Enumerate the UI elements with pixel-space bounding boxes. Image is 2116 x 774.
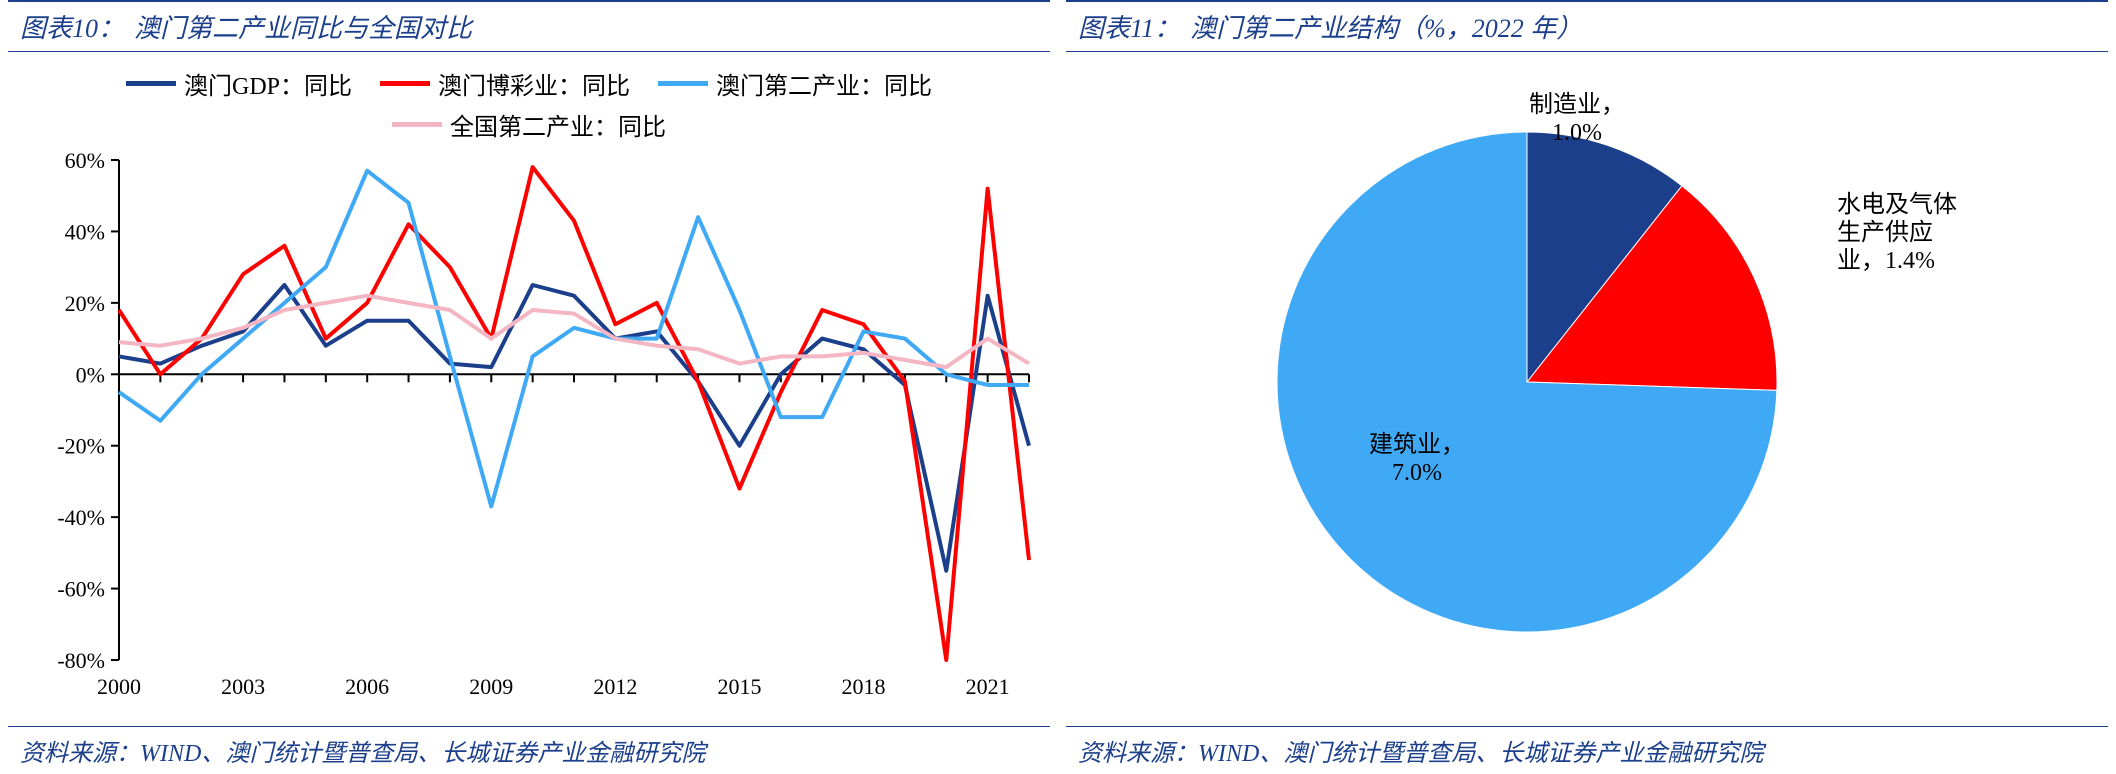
legend-label: 澳门GDP：同比 xyxy=(184,66,352,101)
right-title-text: 澳门第二产业结构（%，2022 年） xyxy=(1190,8,1582,45)
svg-text:-80%: -80% xyxy=(57,648,105,673)
legend-item: 澳门博彩业：同比 xyxy=(380,66,630,101)
line-chart-area: 澳门GDP：同比澳门博彩业：同比澳门第二产业：同比全国第二产业：同比 -80%-… xyxy=(8,52,1050,726)
left-source: 资料来源：WIND、澳门统计暨普查局、长城证券产业金融研究院 xyxy=(8,726,1050,774)
line-legend: 澳门GDP：同比 澳门博彩业：同比 澳门第二产业：同比全国第二产业：同比 xyxy=(8,52,1050,150)
legend-swatch xyxy=(126,81,176,86)
svg-text:2009: 2009 xyxy=(469,674,513,699)
legend-label: 全国第二产业：同比 xyxy=(450,107,666,142)
svg-text:2012: 2012 xyxy=(593,674,637,699)
right-source: 资料来源：WIND、澳门统计暨普查局、长城证券产业金融研究院 xyxy=(1066,726,2108,774)
svg-text:2006: 2006 xyxy=(345,674,389,699)
line-chart-svg: -80% -60% -40% -20% 0% 20% 40% 60% 2000 2003 2006 2… xyxy=(8,150,1050,710)
svg-text:-60%: -60% xyxy=(57,577,105,602)
svg-text:2021: 2021 xyxy=(966,674,1010,699)
legend-swatch xyxy=(392,122,442,127)
legend-item: 全国第二产业：同比 xyxy=(392,107,666,142)
svg-text:2015: 2015 xyxy=(717,674,761,699)
svg-text:-20%: -20% xyxy=(57,434,105,459)
svg-text:20%: 20% xyxy=(65,291,105,316)
svg-text:2003: 2003 xyxy=(221,674,265,699)
svg-text:2018: 2018 xyxy=(842,674,886,699)
legend-label: 澳门第二产业：同比 xyxy=(716,66,932,101)
left-title-bar: 图表10： 澳门第二产业同比与全国对比 xyxy=(8,0,1050,52)
right-title-prefix: 图表11： xyxy=(1078,8,1180,45)
right-title-bar: 图表11： 澳门第二产业结构（%，2022 年） xyxy=(1066,0,2108,52)
left-title-prefix: 图表10： xyxy=(20,8,124,45)
legend-swatch xyxy=(380,81,430,86)
svg-text:-40%: -40% xyxy=(57,505,105,530)
legend-label: 澳门博彩业：同比 xyxy=(438,66,630,101)
svg-text:水电及气体生产供应业，1.4%: 水电及气体生产供应业，1.4% xyxy=(1837,191,1957,274)
svg-text:40%: 40% xyxy=(65,219,105,244)
svg-text:60%: 60% xyxy=(65,150,105,173)
left-panel: 图表10： 澳门第二产业同比与全国对比 澳门GDP：同比 澳门博彩业：同比 澳门第二… xyxy=(0,0,1058,774)
pie-chart-svg: 制造业，1.0%水电及气体生产供应业，1.4%建筑业，7.0% xyxy=(1066,52,2108,692)
legend-item: 澳门GDP：同比 xyxy=(126,66,352,101)
right-panel: 图表11： 澳门第二产业结构（%，2022 年） 制造业，1.0%水电及气体生产… xyxy=(1058,0,2116,774)
left-title-text: 澳门第二产业同比与全国对比 xyxy=(134,8,472,45)
svg-text:2000: 2000 xyxy=(97,674,141,699)
svg-text:0%: 0% xyxy=(76,362,105,387)
legend-item: 澳门第二产业：同比 xyxy=(658,66,932,101)
legend-swatch xyxy=(658,81,708,86)
pie-chart-area: 制造业，1.0%水电及气体生产供应业，1.4%建筑业，7.0% xyxy=(1066,52,2108,726)
